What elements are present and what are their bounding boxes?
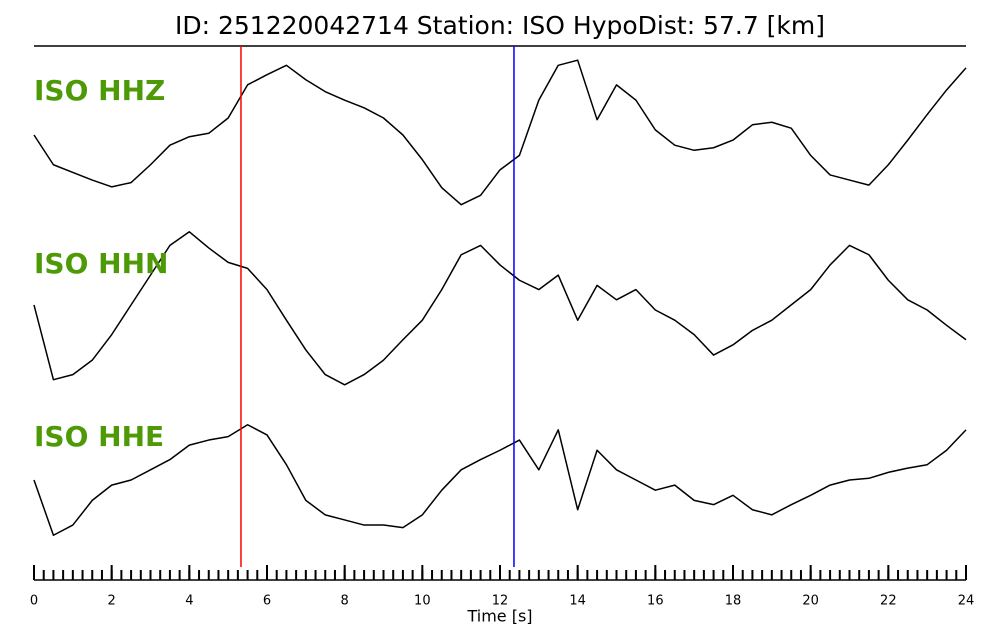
chart-title: ID: 251220042714 Station: ISO HypoDist: … xyxy=(175,11,825,40)
x-tick-label: 2 xyxy=(108,594,116,609)
x-tick-label: 20 xyxy=(802,594,819,609)
x-tick-label: 18 xyxy=(725,594,742,609)
x-tick-label: 24 xyxy=(958,594,975,609)
trace xyxy=(33,424,967,536)
x-tick-label: 10 xyxy=(414,594,431,609)
trace-label: ISO HHZ xyxy=(34,74,165,107)
trace xyxy=(33,59,967,206)
x-tick-label: 22 xyxy=(880,594,897,609)
x-tick-label: 12 xyxy=(492,594,509,609)
trace-label: ISO HHN xyxy=(34,247,168,280)
x-tick-label: 16 xyxy=(647,594,664,609)
x-tick-label: 4 xyxy=(185,594,193,609)
trace-label: ISO HHE xyxy=(34,420,164,453)
x-tick-label: 8 xyxy=(341,594,349,609)
x-tick-label: 0 xyxy=(30,594,38,609)
x-tick-label: 6 xyxy=(263,594,271,609)
x-tick-label: 14 xyxy=(569,594,586,609)
trace xyxy=(33,231,967,386)
x-axis-label: Time [s] xyxy=(466,607,532,626)
